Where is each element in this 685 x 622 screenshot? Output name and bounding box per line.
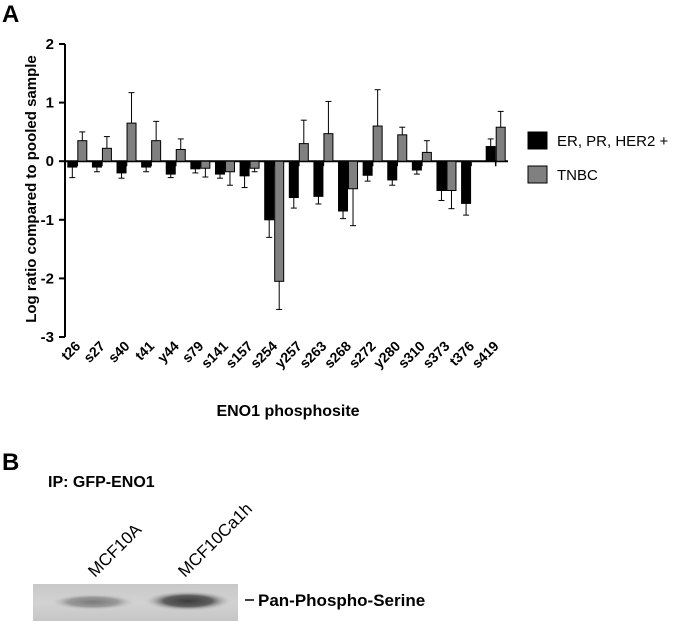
x-tick-label-t26: t26: [58, 338, 84, 364]
bar-tnbc-s141: [224, 160, 235, 173]
x-tick-label-s40: s40: [105, 338, 133, 366]
x-tick-label-s310: s310: [395, 338, 428, 371]
bar-er-pr-her2-s272: [362, 160, 373, 176]
bar-tnbc-s310: [421, 151, 432, 162]
x-tick-label-s141: s141: [198, 338, 231, 371]
bar-er-pr-her2-s268: [338, 160, 349, 212]
y-tick-label: -1: [41, 212, 54, 229]
x-tick-label-s419: s419: [468, 338, 501, 371]
x-tick-label-s268: s268: [321, 338, 354, 371]
panel-b-label: B: [2, 449, 19, 476]
bar-tnbc-y257: [298, 143, 309, 162]
ip-label: IP: GFP-ENO1: [48, 474, 155, 491]
lane-label-mcf10ca1h: MCF10Ca1h: [174, 499, 256, 581]
western-blot: [33, 584, 238, 621]
band-label: Pan-Phospho-Serine: [258, 591, 425, 610]
bar-er-pr-her2-s310: [411, 160, 422, 171]
legend: ER, PR, HER2 + TNBC: [527, 131, 669, 184]
bar-er-pr-her2-y257: [288, 160, 299, 199]
legend-label-tnbc: TNBC: [557, 167, 598, 184]
bar-tnbc-t26: [77, 140, 88, 162]
bar-tnbc-y44: [175, 148, 186, 162]
bar-tnbc-y280: [397, 134, 408, 162]
bar-tnbc-s157: [249, 160, 260, 169]
legend-swatch-tnbc: [527, 165, 548, 184]
bar-chart: 210-1-2-3t26s27s40t41y44s79s141s157s254y…: [41, 36, 508, 371]
bar-er-pr-her2-s141: [214, 160, 225, 175]
bar-tnbc-s272: [372, 125, 383, 162]
x-tick-label-s27: s27: [80, 338, 108, 366]
bar-er-pr-her2-s27: [91, 160, 102, 168]
bar-er-pr-her2-s419: [485, 146, 496, 162]
x-tick-label-t41: t41: [132, 338, 158, 364]
bar-tnbc-s40: [126, 122, 137, 162]
y-tick-label: 1: [46, 95, 54, 112]
bar-er-pr-her2-y280: [387, 160, 398, 181]
x-tick-label-y280: y280: [370, 338, 403, 371]
blot-band-mcf10ca1h: [144, 591, 232, 611]
lane-label-mcf10a: MCF10A: [84, 520, 145, 581]
bar-er-pr-her2-t376: [461, 160, 472, 204]
bar-tnbc-s268: [348, 160, 359, 190]
x-axis-title: ENO1 phosphosite: [216, 403, 359, 420]
x-tick-label-s157: s157: [222, 338, 255, 371]
x-tick-label-s272: s272: [345, 338, 378, 371]
y-tick-label: 2: [46, 36, 54, 53]
y-tick-label: -3: [41, 329, 54, 346]
blot-band-mcf10a: [51, 594, 135, 610]
bar-er-pr-her2-t41: [141, 160, 152, 168]
bar-er-pr-her2-s40: [116, 160, 127, 174]
bar-er-pr-her2-s79: [190, 160, 201, 170]
legend-swatch-er-pr-her2: [527, 131, 548, 150]
bar-er-pr-her2-s157: [239, 160, 250, 177]
legend-label-er-pr-her2: ER, PR, HER2 +: [557, 133, 669, 150]
bar-tnbc-s79: [200, 160, 211, 169]
panel-a-label: A: [2, 1, 19, 28]
bar-tnbc-s27: [101, 147, 112, 162]
x-tick-label-y257: y257: [272, 338, 305, 371]
bar-er-pr-her2-t26: [67, 160, 78, 168]
y-tick-label: -2: [41, 270, 54, 287]
bar-tnbc-s419: [495, 126, 506, 162]
bar-er-pr-her2-y44: [165, 160, 176, 175]
bar-tnbc-t41: [151, 140, 162, 162]
x-tick-label-s263: s263: [296, 338, 329, 371]
bar-tnbc-s373: [446, 160, 457, 191]
x-tick-label-s254: s254: [247, 338, 280, 371]
bar-tnbc-s254: [274, 160, 285, 282]
bar-tnbc-s263: [323, 133, 334, 162]
bar-er-pr-her2-s254: [264, 160, 275, 221]
bar-er-pr-her2-s263: [313, 160, 324, 197]
x-tick-label-y44: y44: [154, 338, 182, 366]
bar-er-pr-her2-s373: [436, 160, 447, 191]
y-tick-label: 0: [46, 153, 54, 170]
x-tick-label-s373: s373: [419, 338, 452, 371]
y-axis-title: Log ratio compared to pooled sample: [23, 55, 40, 323]
